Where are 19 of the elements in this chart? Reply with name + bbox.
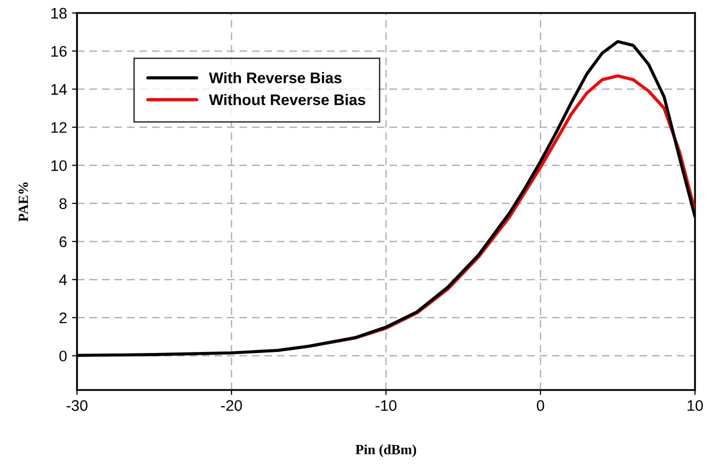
x-tick-label: -10 [376, 400, 396, 411]
y-tick-label: 4 [59, 274, 67, 286]
x-tick-label: 0 [536, 400, 544, 411]
x-tick-label: -30 [66, 400, 88, 411]
y-tick-label: 16 [51, 46, 67, 57]
y-tick-label: 2 [60, 312, 67, 324]
y-tick-label: 12 [51, 122, 67, 133]
x-tick-label: 10 [688, 400, 703, 411]
y-tick-label: 18 [51, 8, 67, 19]
x-tick-label: -20 [221, 400, 242, 411]
y-tick-label: 10 [51, 160, 67, 172]
y-tick-label: 8 [59, 198, 67, 210]
legend-label: Without Reverse Bias [208, 94, 366, 106]
y-tick-label: 0 [59, 350, 67, 362]
x-axis-title: Pin (dBm) [356, 444, 416, 458]
y-tick-label: 14 [51, 84, 67, 95]
y-tick-label: 6 [60, 236, 67, 248]
legend-label: With Reverse Bias [208, 72, 342, 84]
y-axis-title: PAE% [18, 182, 28, 222]
